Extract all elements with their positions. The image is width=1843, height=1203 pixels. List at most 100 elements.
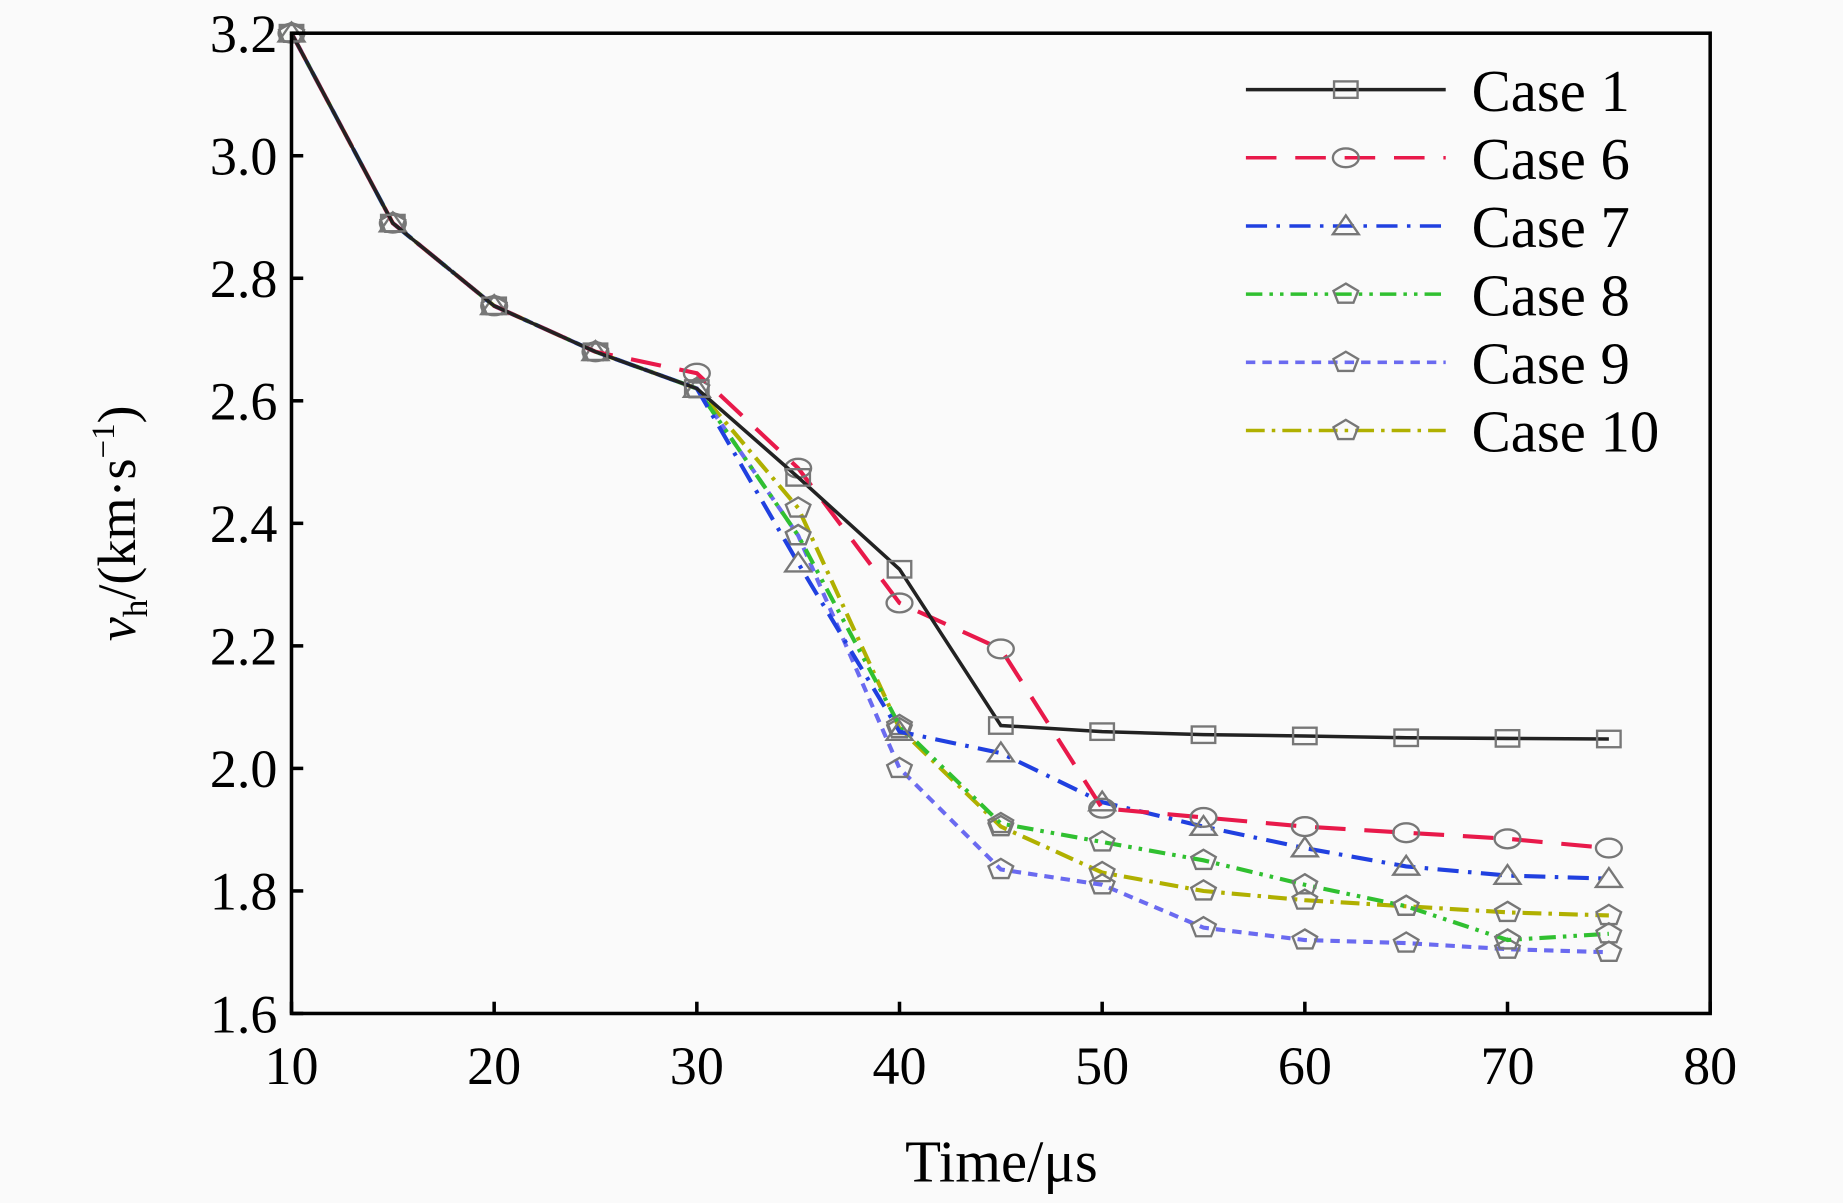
data-point — [987, 716, 1014, 735]
data-point — [987, 857, 1015, 880]
legend-item: Case 9 — [1245, 331, 1630, 396]
data-point — [1089, 722, 1116, 742]
data-point — [1291, 888, 1319, 910]
legend-item: Case 1 — [1245, 59, 1630, 124]
data-point — [1494, 728, 1521, 748]
legend-marker — [1330, 213, 1361, 236]
data-point — [582, 342, 609, 362]
plot-layer — [276, 20, 1625, 962]
data-point — [1291, 872, 1319, 895]
x-axis-label: Time/μs — [905, 1130, 1098, 1195]
data-point — [987, 814, 1015, 837]
series-line — [289, 32, 1610, 851]
y-label-unit: /(km·s — [87, 458, 147, 599]
data-point — [1595, 729, 1622, 749]
y-label-close: ) — [87, 405, 147, 423]
x-tick-label: 50 — [1075, 1036, 1129, 1096]
data-point — [1088, 797, 1117, 819]
data-point — [1189, 879, 1218, 901]
series-line — [289, 32, 1609, 943]
y-tick-label: 2.4 — [210, 494, 278, 554]
data-point — [985, 740, 1017, 763]
y-label-var: v — [87, 617, 147, 641]
x-tick-label: 70 — [1480, 1036, 1534, 1096]
data-point — [1391, 853, 1422, 876]
y-tick-label: 2.6 — [210, 372, 278, 432]
data-point — [1088, 872, 1116, 895]
data-point — [1189, 848, 1218, 871]
data-point — [1291, 928, 1319, 950]
series-case-1 — [278, 23, 1622, 749]
data-point — [481, 296, 508, 316]
series-line — [289, 32, 1609, 741]
data-point — [884, 718, 915, 742]
y-tick-label: 3.0 — [210, 127, 278, 187]
data-point — [885, 592, 914, 614]
data-point — [1594, 837, 1623, 859]
data-point — [1088, 860, 1116, 883]
axis-ticks: 10 20 30 40 50 60 70 80 1.6 1.8 2.0 2.2 2.4 2.6 2.8 3.0… — [210, 4, 1737, 1096]
legend-marker — [1332, 350, 1360, 373]
y-tick-label: 2.8 — [210, 249, 278, 309]
data-point — [885, 756, 914, 779]
legend-item: Case 6 — [1245, 127, 1630, 192]
data-point — [1392, 822, 1421, 844]
data-point — [1493, 828, 1522, 850]
data-point — [1393, 728, 1420, 748]
data-point — [1595, 940, 1623, 962]
y-tick-label: 3.2 — [210, 4, 278, 64]
data-point — [1289, 835, 1321, 858]
data-point — [783, 550, 814, 573]
series-case-6 — [277, 22, 1623, 859]
data-point — [1190, 725, 1217, 745]
legend-item: Case 8 — [1245, 263, 1630, 328]
series-case-9 — [277, 21, 1623, 962]
legend-label: Case 10 — [1472, 400, 1660, 465]
data-point — [987, 811, 1015, 834]
legend-marker — [1332, 418, 1360, 441]
data-point — [1593, 866, 1625, 889]
data-point — [1492, 862, 1523, 886]
series-case-8 — [277, 21, 1623, 950]
legend-marker — [1332, 282, 1360, 304]
y-tick-label: 2.2 — [210, 617, 278, 677]
legend-label: Case 1 — [1472, 59, 1630, 124]
x-tick-label: 40 — [872, 1036, 926, 1096]
data-point — [1392, 894, 1420, 917]
series-case-7 — [276, 20, 1625, 889]
data-point — [784, 523, 812, 546]
x-tick-label: 20 — [467, 1036, 521, 1096]
data-point — [1189, 806, 1218, 828]
data-point — [1088, 830, 1116, 852]
y-label-sub: h — [116, 599, 155, 617]
x-tick-label: 30 — [670, 1036, 724, 1096]
y-axis-label: vh/(km·s−1) — [86, 405, 155, 641]
legend-label: Case 9 — [1472, 331, 1630, 396]
x-tick-label: 10 — [264, 1036, 318, 1096]
legend-label: Case 8 — [1472, 263, 1630, 328]
y-tick-label: 2.0 — [210, 739, 278, 799]
x-tick-label: 60 — [1278, 1036, 1332, 1096]
data-point — [1290, 816, 1319, 838]
data-point — [1392, 931, 1420, 953]
x-tick-label: 80 — [1683, 1036, 1737, 1096]
series-line — [289, 32, 1609, 918]
data-point — [986, 638, 1015, 660]
y-tick-label: 1.8 — [210, 862, 278, 922]
data-point — [1291, 726, 1318, 746]
legend-label: Case 7 — [1472, 195, 1630, 260]
data-point — [1595, 921, 1623, 944]
data-point — [682, 362, 711, 384]
data-point — [784, 496, 812, 518]
data-point — [886, 559, 913, 579]
series-line — [289, 32, 1609, 955]
y-tick-label: 1.6 — [210, 984, 278, 1044]
y-label-sup: −1 — [86, 423, 122, 458]
legend-marker — [1332, 80, 1359, 100]
data-point — [379, 213, 406, 233]
data-point — [885, 716, 914, 739]
data-point — [1493, 900, 1522, 923]
legend-item: Case 10 — [1245, 400, 1660, 465]
legend-item: Case 7 — [1245, 195, 1630, 260]
